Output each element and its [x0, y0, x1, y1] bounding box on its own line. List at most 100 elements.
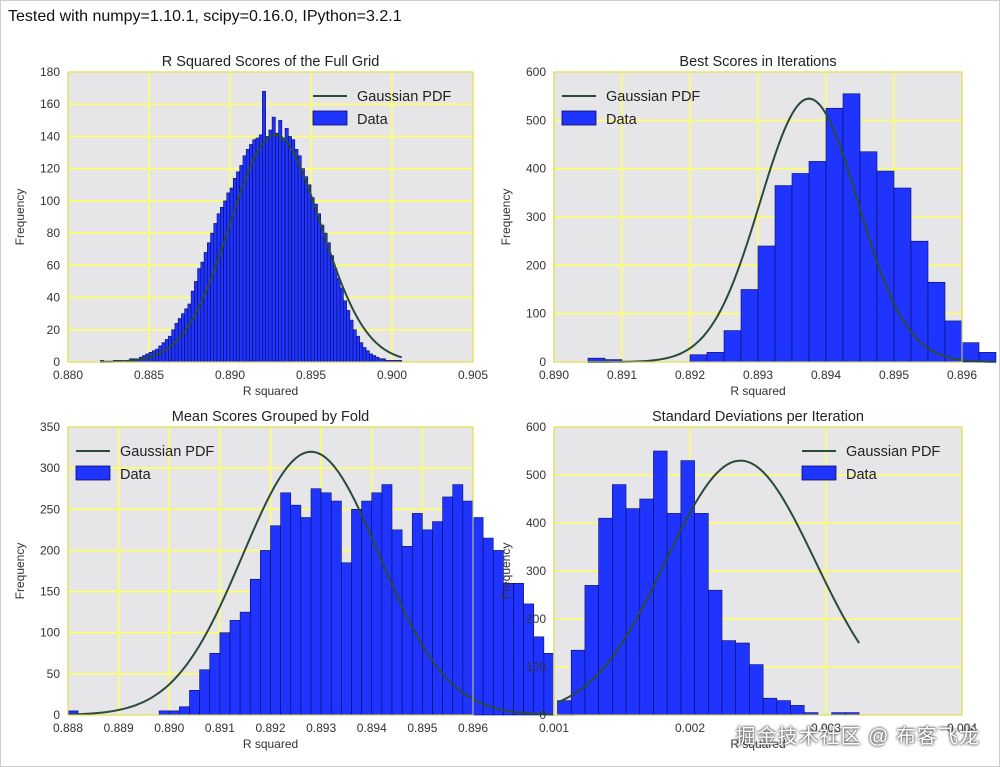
histogram-bar	[177, 318, 182, 363]
histogram-bar	[557, 700, 572, 716]
histogram-bar	[300, 517, 312, 716]
histogram-bar	[762, 697, 778, 716]
histogram-bar	[961, 342, 980, 363]
watermark-text: 掘金技术社区 @ 布客飞龙	[735, 726, 980, 748]
histogram-bar	[432, 521, 443, 716]
histogram-bar	[372, 355, 377, 363]
y-axis-label: Frequency	[499, 543, 513, 600]
histogram-bar	[757, 245, 776, 363]
y-tick-label: 20	[47, 323, 61, 337]
histogram-bar	[179, 706, 190, 716]
histogram-bar	[721, 640, 737, 716]
y-tick-label: 100	[40, 194, 60, 208]
legend-label: Gaussian PDF	[357, 89, 451, 105]
histogram-bar	[310, 197, 315, 363]
legend-label: Data	[846, 467, 878, 483]
histogram-bar	[268, 129, 273, 363]
histogram-bar	[740, 289, 759, 363]
histogram-bar	[452, 484, 464, 716]
histogram-bar	[249, 144, 253, 363]
chart-title: Mean Scores Grouped by Fold	[172, 409, 369, 425]
histogram-bar	[255, 137, 260, 363]
histogram-bar	[333, 268, 338, 363]
histogram-bar	[944, 320, 963, 363]
histogram-bar	[391, 529, 403, 716]
histogram-bar	[842, 93, 861, 363]
y-tick-label: 160	[40, 97, 60, 111]
histogram-bar	[893, 187, 912, 363]
histogram-bar	[570, 649, 586, 716]
histogram-bar	[472, 517, 484, 716]
y-tick-label: 50	[47, 667, 61, 681]
histogram-bar	[209, 652, 221, 716]
histogram-bar	[422, 529, 433, 716]
x-tick-label: 0.896	[947, 368, 977, 382]
y-tick-label: 400	[526, 516, 546, 530]
legend-bar-swatch	[312, 110, 348, 126]
axes-frame	[67, 71, 474, 363]
histogram-bar	[320, 224, 325, 363]
x-tick-label: 0.880	[53, 368, 83, 382]
histogram-bar	[216, 213, 221, 363]
histogram-bar	[482, 537, 494, 716]
y-tick-label: 100	[526, 307, 546, 321]
y-tick-label: 0	[53, 355, 60, 369]
histogram-bar	[203, 252, 208, 363]
histogram-bar	[625, 508, 641, 716]
x-tick-label: 0.885	[134, 368, 164, 382]
legend-label: Data	[606, 112, 638, 128]
histogram-bar	[706, 352, 725, 363]
histogram-bar	[226, 192, 231, 363]
x-tick-label: 0.894	[811, 368, 841, 382]
x-tick-label: 0.890	[215, 368, 245, 382]
histogram-bar	[297, 155, 302, 363]
x-tick-label: 0.891	[607, 368, 637, 382]
y-axis-label: Frequency	[499, 189, 513, 246]
histogram-bar	[181, 313, 185, 363]
histogram-bar	[401, 546, 413, 716]
histogram-bar	[190, 290, 195, 363]
legend-label: Gaussian PDF	[606, 89, 700, 105]
histogram-bar	[213, 223, 218, 363]
x-tick-label: 0.003	[811, 721, 841, 735]
legend-label: Gaussian PDF	[120, 444, 214, 460]
y-tick-label: 140	[40, 129, 60, 143]
x-tick-label: 0.895	[407, 721, 437, 735]
histogram-bar	[320, 492, 332, 716]
histogram-bar	[229, 620, 241, 716]
histogram-bar	[411, 513, 423, 716]
histogram-bar	[910, 240, 929, 363]
histogram-bar	[281, 139, 286, 363]
histogram-bar	[326, 242, 331, 363]
y-tick-label: 600	[526, 420, 546, 434]
histogram-bar	[352, 329, 357, 363]
histogram-bar	[584, 585, 599, 716]
histogram-bar	[158, 710, 170, 716]
histogram-bar	[249, 578, 261, 716]
histogram-bar	[774, 185, 793, 363]
x-tick-label: 0.895	[296, 368, 326, 382]
y-tick-label: 80	[47, 226, 61, 240]
x-axis-label: R squared	[730, 737, 785, 751]
histogram-bar	[369, 353, 373, 363]
x-tick-label: 0.890	[539, 368, 569, 382]
histogram-bar	[513, 583, 524, 716]
x-tick-label: 0.890	[154, 721, 184, 735]
y-tick-label: 60	[47, 258, 61, 272]
axes-frame	[67, 426, 474, 716]
legend-bar-swatch	[801, 465, 837, 481]
x-tick-label: 0.895	[879, 368, 909, 382]
x-tick-label: 0.894	[357, 721, 387, 735]
histogram-bar	[270, 525, 281, 716]
histogram-bar	[323, 232, 328, 363]
histogram-bar	[346, 310, 351, 363]
histogram-bar	[612, 484, 627, 716]
histogram-bar	[791, 173, 810, 363]
subplot-std-deviations: 0.001 0.002 0.003 0.004 0 100 200 300 400 500 600 S…	[499, 409, 977, 751]
histogram-bar	[339, 287, 344, 363]
histogram-bar	[262, 91, 266, 363]
histogram-bar	[245, 149, 250, 363]
histogram-bar	[330, 500, 342, 716]
histogram-bar	[462, 500, 474, 716]
gaussian-pdf-line	[67, 450, 575, 716]
